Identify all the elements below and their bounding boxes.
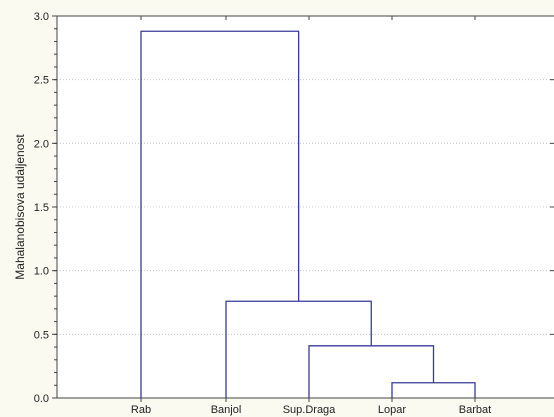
x-leaf-label: Lopar <box>378 404 406 416</box>
y-tick-label: 0.5 <box>34 329 49 341</box>
x-leaf-label: Barbat <box>459 404 491 416</box>
y-tick-label: 1.5 <box>34 202 49 214</box>
dendrogram-branch <box>140 30 300 398</box>
dendrogram-branches <box>140 30 476 398</box>
x-leaf-label: Banjol <box>211 404 242 416</box>
y-axis-title: Mahalanobisova udaljenost <box>13 134 27 280</box>
dendrogram-branch <box>225 300 372 398</box>
y-tick-label: 3.0 <box>34 11 49 23</box>
y-tick-label: 2.0 <box>34 138 49 150</box>
y-tick-label: 0.0 <box>34 393 49 405</box>
y-tick-label: 1.0 <box>34 266 49 278</box>
x-leaf-label: Rab <box>131 404 151 416</box>
y-axis-ticks: 0.0 0.5 1.0 1.5 2.0 2.5 3.0 <box>34 11 554 405</box>
x-axis-ticks: Rab Banjol Sup.Draga Lopar Barbat <box>131 16 491 416</box>
plot-area <box>57 16 554 398</box>
y-tick-label: 2.5 <box>34 75 49 87</box>
x-leaf-label: Sup.Draga <box>283 404 336 416</box>
